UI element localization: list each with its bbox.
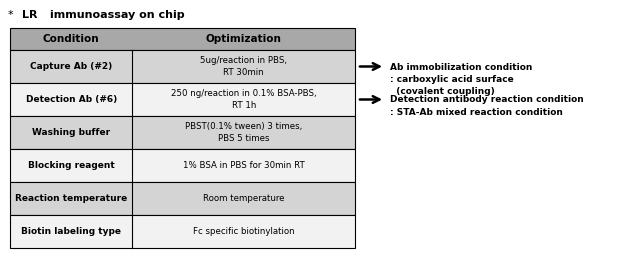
Bar	[10, 28, 355, 50]
Bar	[10, 116, 355, 149]
Text: 250 ng/reaction in 0.1% BSA-PBS,
RT 1h: 250 ng/reaction in 0.1% BSA-PBS, RT 1h	[171, 89, 317, 110]
Text: PBST(0.1% tween) 3 times,
PBS 5 times: PBST(0.1% tween) 3 times, PBS 5 times	[185, 122, 303, 143]
Bar	[10, 149, 355, 182]
Text: Capture Ab (#2): Capture Ab (#2)	[30, 62, 112, 71]
Text: Washing buffer: Washing buffer	[32, 128, 110, 137]
Text: *: *	[8, 10, 14, 20]
Text: Condition: Condition	[43, 34, 100, 44]
Text: Optimization: Optimization	[206, 34, 281, 44]
Text: 1% BSA in PBS for 30min RT: 1% BSA in PBS for 30min RT	[183, 161, 304, 170]
Text: LR: LR	[22, 10, 37, 20]
Bar	[10, 83, 355, 116]
Text: Ab immobilization condition
: carboxylic acid surface
  (covalent coupling): Ab immobilization condition : carboxylic…	[390, 62, 533, 97]
Text: Room temperature: Room temperature	[203, 194, 285, 203]
Text: Detection antibody reaction condition
: STA-Ab mixed reaction condition: Detection antibody reaction condition : …	[390, 96, 584, 117]
Text: Fc specific biotinylation: Fc specific biotinylation	[193, 227, 294, 236]
Text: Biotin labeling type: Biotin labeling type	[21, 227, 122, 236]
Bar	[10, 182, 355, 215]
Text: Reaction temperature: Reaction temperature	[15, 194, 127, 203]
Text: 5ug/reaction in PBS,
RT 30min: 5ug/reaction in PBS, RT 30min	[200, 56, 287, 77]
Bar	[10, 215, 355, 248]
Text: immunoassay on chip: immunoassay on chip	[50, 10, 185, 20]
Bar	[10, 50, 355, 83]
Text: Blocking reagent: Blocking reagent	[28, 161, 115, 170]
Text: Detection Ab (#6): Detection Ab (#6)	[25, 95, 117, 104]
